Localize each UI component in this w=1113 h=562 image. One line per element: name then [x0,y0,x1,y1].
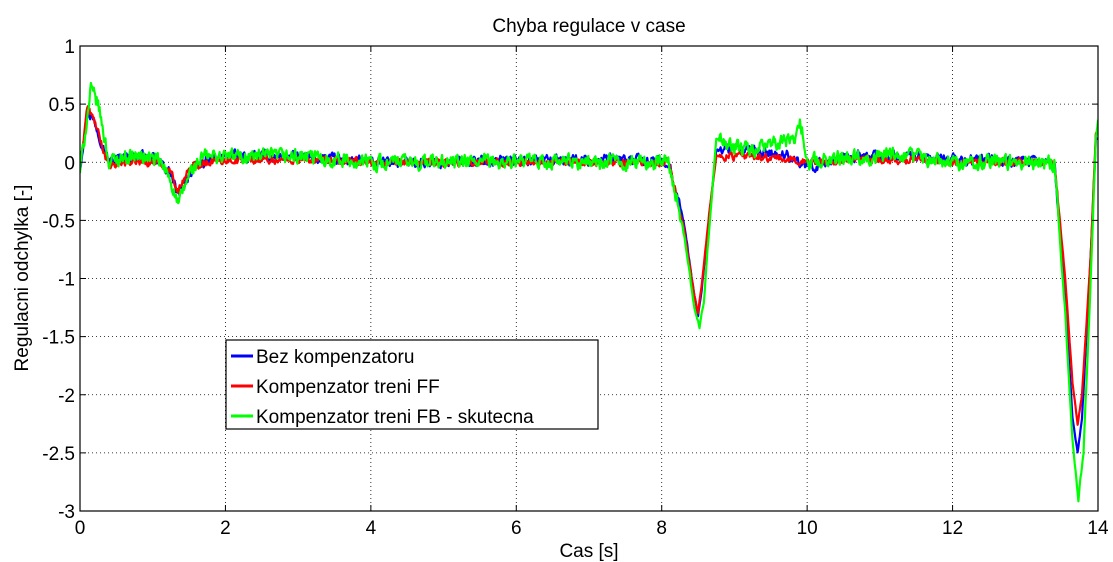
y-tick-label: -1.5 [42,328,75,349]
x-tick-label: 4 [366,518,377,539]
y-tick-label: -1 [58,270,75,291]
x-tick-label: 10 [797,518,818,539]
y-tick-label: -2.5 [42,444,75,465]
legend-label-3: Kompenzator treni FB - skutecna [256,407,534,428]
legend-label-2: Kompenzator treni FF [256,377,440,398]
x-axis-title: Cas [s] [559,541,618,562]
legend-label-1: Bez kompenzatoru [256,347,414,368]
x-tick-label: 0 [75,518,86,539]
x-tick-label: 6 [511,518,522,539]
x-tick-label: 8 [656,518,667,539]
y-tick-label: -0.5 [42,211,75,232]
y-tick-label: 0 [64,153,75,174]
y-tick-label: 1 [64,37,75,58]
x-tick-label: 2 [220,518,231,539]
y-axis-title: Regulacni odchylka [-] [12,185,33,372]
ticks: 0 2 4 6 8 10 12 14 1 0.5 0 -0.5 -1 -1.5 -2 -2.5 -3 [42,37,1109,539]
series-line-3 [80,81,1098,503]
legend: Bez kompenzatoru Kompenzator treni FF Komp… [225,339,599,430]
x-tick-label: 14 [1087,518,1109,539]
chart-title: Chyba regulace v case [492,16,685,37]
x-tick-label: 12 [942,518,963,539]
y-tick-label: -2 [58,386,75,407]
y-tick-label: -3 [58,502,75,523]
y-tick-label: 0.5 [49,95,75,116]
series-layer [80,81,1098,503]
legend-box [225,339,599,430]
